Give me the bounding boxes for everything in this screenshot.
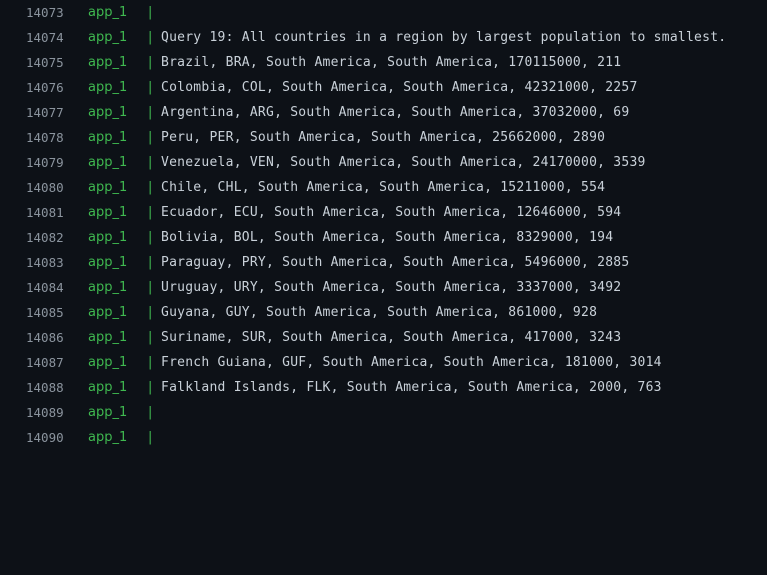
line-number: 14087 xyxy=(26,355,64,370)
log-line: 14083 app_1 | Paraguay, PRY, South Ameri… xyxy=(0,250,767,275)
service-name: app_1 xyxy=(88,205,128,220)
line-number: 14085 xyxy=(26,305,64,320)
log-message: Falkland Islands, FLK, South America, So… xyxy=(161,380,662,395)
line-number: 14088 xyxy=(26,380,64,395)
service-name: app_1 xyxy=(88,255,128,270)
line-number: 14080 xyxy=(26,180,64,195)
log-line: 14081 app_1 | Ecuador, ECU, South Americ… xyxy=(0,200,767,225)
service-name: app_1 xyxy=(88,405,128,420)
separator: | xyxy=(148,430,153,445)
log-message: Argentina, ARG, South America, South Ame… xyxy=(161,105,630,120)
log-line: 14082 app_1 | Bolivia, BOL, South Americ… xyxy=(0,225,767,250)
service-name: app_1 xyxy=(88,180,128,195)
line-number: 14084 xyxy=(26,280,64,295)
line-number: 14081 xyxy=(26,205,64,220)
service-name: app_1 xyxy=(88,380,128,395)
log-line: 14080 app_1 | Chile, CHL, South America,… xyxy=(0,175,767,200)
service-name: app_1 xyxy=(88,80,128,95)
separator: | xyxy=(148,330,153,345)
service-name: app_1 xyxy=(88,355,128,370)
separator: | xyxy=(148,280,153,295)
separator: | xyxy=(148,380,153,395)
service-name: app_1 xyxy=(88,55,128,70)
log-message: Peru, PER, South America, South America,… xyxy=(161,130,606,145)
separator: | xyxy=(148,5,153,20)
service-name: app_1 xyxy=(88,30,128,45)
line-number: 14073 xyxy=(26,5,64,20)
service-name: app_1 xyxy=(88,305,128,320)
log-line: 14087 app_1 | French Guiana, GUF, South … xyxy=(0,350,767,375)
service-name: app_1 xyxy=(88,155,128,170)
separator: | xyxy=(148,405,153,420)
separator: | xyxy=(148,55,153,70)
log-line: 14074 app_1 | Query 19: All countries in… xyxy=(0,25,767,50)
log-message: Bolivia, BOL, South America, South Ameri… xyxy=(161,230,614,245)
log-line: 14084 app_1 | Uruguay, URY, South Americ… xyxy=(0,275,767,300)
separator: | xyxy=(148,205,153,220)
line-number: 14078 xyxy=(26,130,64,145)
line-number: 14089 xyxy=(26,405,64,420)
line-number: 14083 xyxy=(26,255,64,270)
service-name: app_1 xyxy=(88,230,128,245)
line-number: 14077 xyxy=(26,105,64,120)
line-number: 14074 xyxy=(26,30,64,45)
log-line: 14075 app_1 | Brazil, BRA, South America… xyxy=(0,50,767,75)
line-number: 14086 xyxy=(26,330,64,345)
service-name: app_1 xyxy=(88,430,128,445)
service-name: app_1 xyxy=(88,330,128,345)
line-number: 14082 xyxy=(26,230,64,245)
line-number: 14079 xyxy=(26,155,64,170)
service-name: app_1 xyxy=(88,5,128,20)
separator: | xyxy=(148,155,153,170)
separator: | xyxy=(148,180,153,195)
log-message: Uruguay, URY, South America, South Ameri… xyxy=(161,280,622,295)
separator: | xyxy=(148,305,153,320)
log-message: Colombia, COL, South America, South Amer… xyxy=(161,80,638,95)
log-line: 14086 app_1 | Suriname, SUR, South Ameri… xyxy=(0,325,767,350)
log-message: Brazil, BRA, South America, South Americ… xyxy=(161,55,622,70)
log-output-panel: 14073 app_1 | 14074 app_1 | Query 19: Al… xyxy=(0,0,767,450)
log-line: 14076 app_1 | Colombia, COL, South Ameri… xyxy=(0,75,767,100)
log-message: French Guiana, GUF, South America, South… xyxy=(161,355,662,370)
log-message: Paraguay, PRY, South America, South Amer… xyxy=(161,255,630,270)
log-message: Ecuador, ECU, South America, South Ameri… xyxy=(161,205,622,220)
service-name: app_1 xyxy=(88,280,128,295)
log-message: Chile, CHL, South America, South America… xyxy=(161,180,606,195)
log-message: Suriname, SUR, South America, South Amer… xyxy=(161,330,622,345)
log-line: 14088 app_1 | Falkland Islands, FLK, Sou… xyxy=(0,375,767,400)
log-line: 14085 app_1 | Guyana, GUY, South America… xyxy=(0,300,767,325)
line-number: 14075 xyxy=(26,55,64,70)
log-line: 14079 app_1 | Venezuela, VEN, South Amer… xyxy=(0,150,767,175)
separator: | xyxy=(148,230,153,245)
separator: | xyxy=(148,80,153,95)
line-number: 14076 xyxy=(26,80,64,95)
log-message: Venezuela, VEN, South America, South Ame… xyxy=(161,155,646,170)
log-line: 14089 app_1 | xyxy=(0,400,767,425)
log-line: 14077 app_1 | Argentina, ARG, South Amer… xyxy=(0,100,767,125)
log-message: Guyana, GUY, South America, South Americ… xyxy=(161,305,598,320)
log-line: 14090 app_1 | xyxy=(0,425,767,450)
log-message: Query 19: All countries in a region by l… xyxy=(161,30,727,45)
separator: | xyxy=(148,255,153,270)
line-number: 14090 xyxy=(26,430,64,445)
service-name: app_1 xyxy=(88,130,128,145)
separator: | xyxy=(148,105,153,120)
service-name: app_1 xyxy=(88,105,128,120)
log-line: 14073 app_1 | xyxy=(0,0,767,25)
separator: | xyxy=(148,355,153,370)
separator: | xyxy=(148,30,153,45)
log-line: 14078 app_1 | Peru, PER, South America, … xyxy=(0,125,767,150)
separator: | xyxy=(148,130,153,145)
